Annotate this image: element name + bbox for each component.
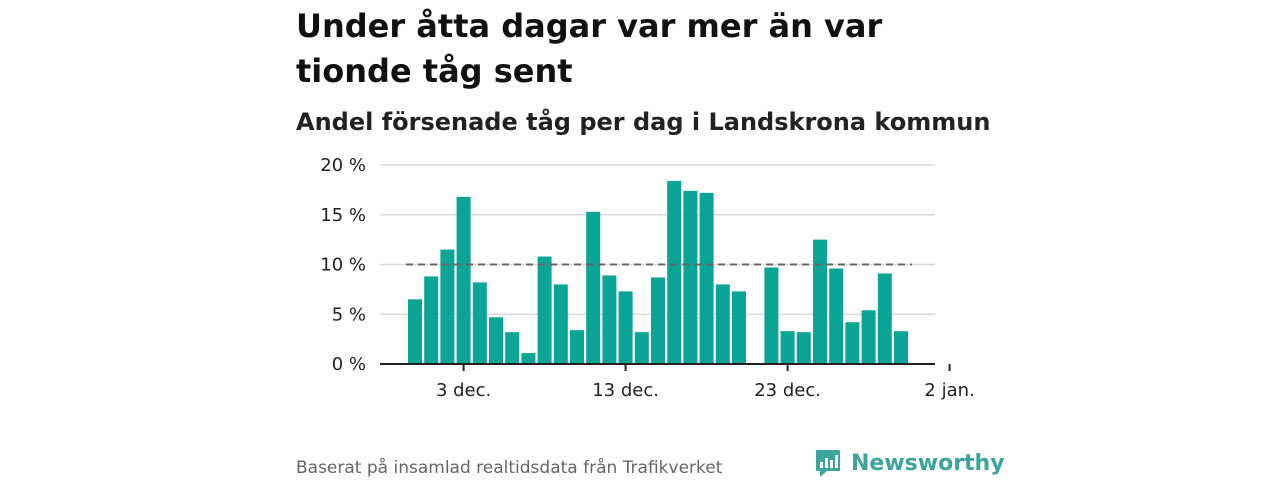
bar — [489, 317, 503, 364]
y-tick-label: 5 % — [332, 304, 366, 325]
y-tick-label: 10 % — [320, 255, 366, 276]
bar — [764, 267, 779, 364]
newsworthy-logo-icon — [816, 450, 840, 477]
bar — [845, 322, 860, 364]
y-tick-label: 20 % — [320, 155, 366, 176]
bar — [537, 256, 552, 364]
bar — [861, 310, 876, 364]
bar — [553, 284, 568, 364]
bar — [456, 196, 471, 364]
bar — [651, 277, 665, 364]
bar — [440, 249, 455, 364]
bar — [472, 282, 487, 364]
bar — [780, 331, 795, 364]
bar — [586, 211, 601, 364]
bar — [570, 330, 584, 364]
bar — [505, 332, 520, 364]
bar — [894, 331, 908, 364]
bar — [877, 273, 892, 364]
x-tick-label: 23 dec. — [754, 380, 821, 401]
bar — [796, 332, 811, 364]
source-note: Baserat på insamlad realtidsdata från Tr… — [296, 458, 723, 478]
y-axis: 0 % 5 % 10 % 15 % 20 % — [320, 155, 366, 375]
bar — [408, 299, 422, 364]
brand-name: Newsworthy — [851, 450, 1005, 476]
bar — [813, 239, 827, 364]
bar — [667, 180, 682, 364]
bar — [699, 192, 714, 364]
bar — [715, 284, 730, 364]
chart-subtitle: Andel försenade tåg per dag i Landskrona… — [296, 108, 991, 136]
bar — [732, 291, 746, 364]
bar — [829, 268, 844, 364]
y-tick-label: 0 % — [332, 354, 366, 375]
brand-logo[interactable]: Newsworthy — [815, 446, 1005, 480]
x-tick-label: 2 jan. — [924, 380, 974, 401]
bar — [521, 353, 536, 364]
x-tick-label: 3 dec. — [436, 380, 491, 401]
bar — [424, 276, 439, 364]
bar — [602, 275, 617, 364]
chart-title: Under åtta dagar var mer än var tionde t… — [296, 7, 883, 90]
bar — [683, 190, 698, 364]
bar — [618, 291, 633, 364]
bar-chart: 0 % 5 % 10 % 15 % 20 % 3 dec. 13 dec. 23 dec. 2… — [320, 155, 975, 401]
y-tick-label: 15 % — [320, 205, 366, 226]
x-tick-label: 13 dec. — [592, 380, 659, 401]
bars — [408, 180, 908, 364]
bar — [634, 332, 649, 364]
x-axis: 3 dec. 13 dec. 23 dec. 2 jan. — [380, 363, 975, 401]
